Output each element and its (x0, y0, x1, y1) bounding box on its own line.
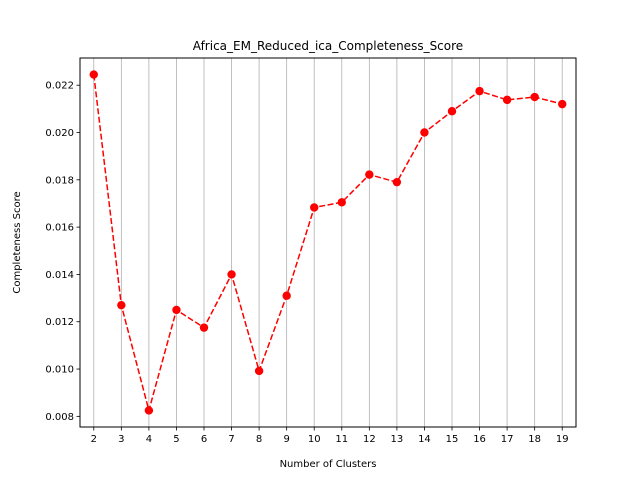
x-tick-label: 14 (418, 434, 431, 445)
x-tick-label: 8 (256, 434, 262, 445)
data-point (420, 128, 429, 137)
x-tick-label: 12 (363, 434, 376, 445)
x-tick-label: 19 (556, 434, 569, 445)
x-tick-label: 5 (173, 434, 179, 445)
y-tick-label: 0.020 (45, 128, 74, 139)
x-tick-label: 6 (201, 434, 207, 445)
plot-frame (79, 57, 577, 428)
x-tick-label: 17 (501, 434, 514, 445)
data-point (365, 170, 374, 179)
series-layer (89, 70, 567, 415)
x-axis: 2 3 4 5 6 7 8 9 10 11 12 13 14 15 16 17 18 19 (91, 427, 569, 445)
data-point (254, 366, 264, 376)
gridlines (93, 58, 563, 427)
data-point (530, 92, 539, 102)
data-point (502, 95, 512, 105)
data-point (337, 198, 346, 207)
x-tick-label: 10 (308, 434, 321, 445)
y-axis: 0.008 0.010 0.012 0.014 0.016 0.018 0.020 0.022 (45, 81, 80, 423)
series-line (93, 74, 563, 414)
data-point (117, 300, 126, 310)
y-axis-label: Completeness Score (12, 191, 23, 293)
x-tick-label: 16 (473, 434, 486, 445)
y-tick-label: 0.012 (45, 317, 74, 328)
data-point (199, 323, 209, 332)
x-tick-label: 9 (283, 434, 289, 445)
data-point (144, 406, 154, 415)
data-point (392, 177, 402, 187)
data-point (310, 203, 319, 212)
y-tick-label: 0.008 (45, 412, 74, 423)
x-tick-label: 11 (335, 434, 348, 445)
x-tick-label: 18 (528, 434, 541, 445)
y-tick-label: 0.018 (45, 175, 74, 186)
x-tick-label: 13 (391, 434, 404, 445)
data-point (89, 70, 98, 79)
data-point (227, 270, 236, 279)
x-axis-label: Number of Clusters (280, 459, 377, 470)
x-tick-label: 15 (446, 434, 459, 445)
y-tick-label: 0.010 (45, 365, 74, 376)
x-tick-label: 3 (118, 434, 124, 445)
data-point (282, 291, 291, 300)
data-point (447, 107, 457, 116)
x-tick-label: 2 (91, 434, 97, 445)
x-tick-label: 4 (146, 434, 152, 445)
data-point (558, 99, 567, 109)
chart-title: Africa_EM_Reduced_ica_Completeness_Score (193, 39, 463, 53)
data-point (172, 305, 181, 315)
x-tick-label: 7 (228, 434, 234, 445)
data-point (475, 86, 484, 96)
y-tick-label: 0.014 (45, 270, 74, 281)
y-tick-label: 0.022 (45, 81, 74, 92)
y-tick-label: 0.016 (45, 223, 74, 234)
